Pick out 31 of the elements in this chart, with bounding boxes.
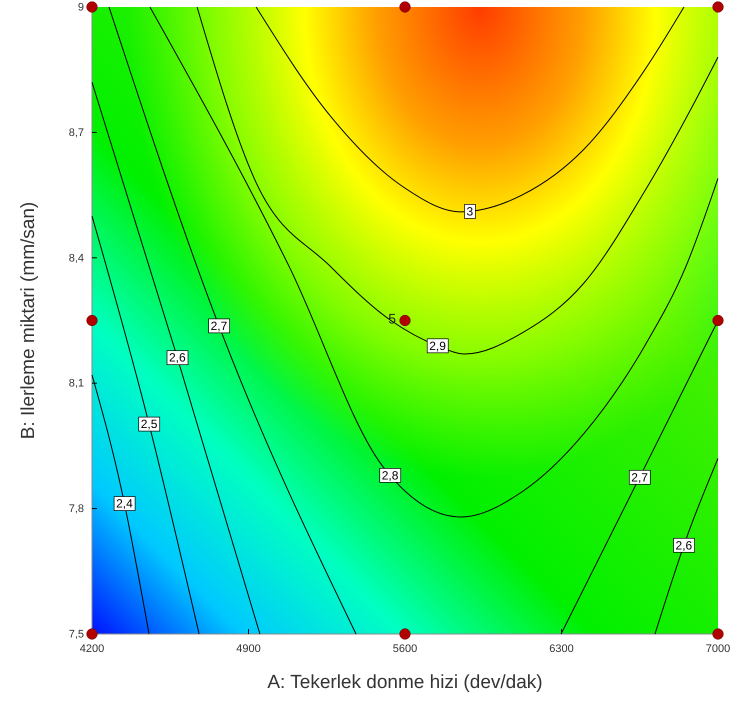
line-series: [196, 6, 718, 354]
y-tick-label: 8,7: [68, 126, 84, 139]
series-label: 2,6: [169, 350, 186, 365]
point: [399, 628, 411, 640]
series-label: 3: [466, 204, 474, 218]
point: [712, 628, 724, 640]
series-label: 2,5: [140, 417, 158, 432]
x-tick-label: 4200: [80, 642, 104, 655]
x-tick-label: 4900: [236, 642, 261, 655]
series-label: 2,7: [631, 470, 648, 484]
point: [399, 314, 411, 326]
point: [86, 1, 98, 13]
y-axis-title: B: Ilerleme miktari (mm/san): [18, 202, 39, 440]
point: [86, 314, 98, 326]
point: [86, 628, 98, 640]
y-tick-label: 8,1: [68, 378, 84, 390]
y-tick-label: 9: [78, 2, 84, 14]
y-tick-label: 8,4: [68, 252, 84, 264]
x-tick-label: 6300: [549, 642, 574, 655]
point: [399, 1, 411, 13]
series-label: 2,4: [116, 496, 134, 511]
point: [712, 314, 724, 326]
x-tick-label: 5600: [392, 642, 418, 655]
x-tick-label: 7000: [706, 642, 730, 655]
series-label: 2,7: [210, 318, 228, 333]
point: [712, 1, 724, 13]
series-label: 2,6: [676, 538, 693, 552]
series-label: 2,8: [382, 468, 399, 482]
y-tick-label: 7,8: [68, 503, 84, 516]
x-axis-title: A: Tekerlek donme hizi (dev/dak): [267, 672, 543, 693]
y-tick-label: 7,5: [68, 628, 84, 641]
